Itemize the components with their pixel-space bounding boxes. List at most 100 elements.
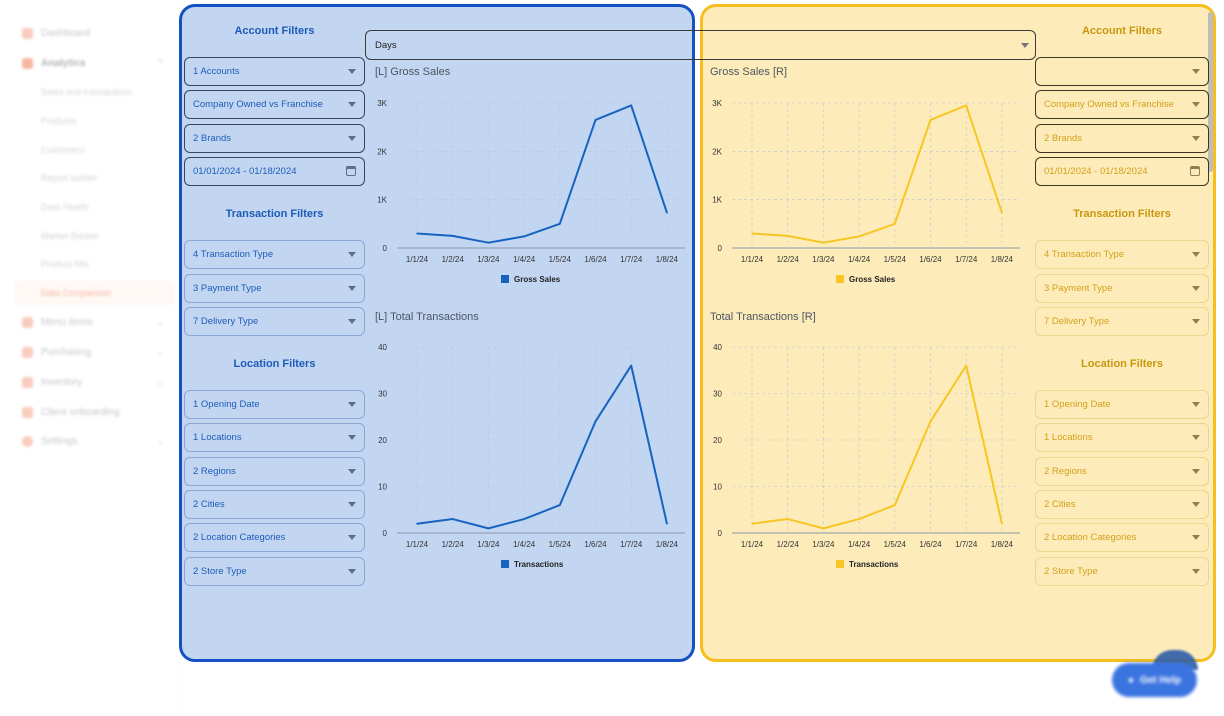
- data-point: [559, 504, 561, 506]
- y-tick-label: 0: [718, 529, 723, 538]
- left-delivery-type-dropdown[interactable]: 7 Delivery Type: [184, 307, 365, 336]
- left-brands-dropdown[interactable]: 2 Brands: [184, 124, 365, 153]
- sidebar-item-client-onboarding[interactable]: Client onboarding: [14, 400, 174, 424]
- x-tick-label: 1/5/24: [884, 255, 907, 264]
- sidebar-item-sales-and-transactions[interactable]: Sales and transactions: [41, 87, 133, 97]
- chevron-down-icon: ⌄: [156, 316, 164, 327]
- data-point: [751, 522, 753, 525]
- right-delivery-type-dropdown[interactable]: 7 Delivery Type: [1035, 307, 1209, 336]
- right-gross-sales-chart: 0 1K 2K 3K 1/1/24 1/2/24 1/3/24 1/4/24 1/5/24 1/6…: [712, 99, 1020, 284]
- data-point: [751, 232, 753, 235]
- dropdown-caret-icon: [348, 535, 356, 540]
- sidebar-item-settings[interactable]: Settings ⌄: [14, 429, 174, 453]
- x-tick-label: 1/7/24: [955, 255, 978, 264]
- right-payment-type-dropdown[interactable]: 3 Payment Type: [1035, 274, 1209, 303]
- y-tick-label: 20: [378, 436, 387, 445]
- sidebar-item-dashboard[interactable]: Dashboard: [14, 21, 174, 45]
- right-date-range-input[interactable]: 01/01/2024 - 01/18/2024: [1035, 157, 1209, 186]
- right-account-filters-heading: Account Filters: [1081, 25, 1163, 37]
- sidebar-item-data-health[interactable]: Data Health: [41, 202, 89, 212]
- x-tick-label: 1/1/24: [741, 255, 764, 264]
- dropdown-caret-icon: [1192, 102, 1200, 107]
- left-location-categories-dropdown[interactable]: 2 Location Categories: [184, 523, 365, 552]
- get-help-button[interactable]: ● Get Help: [1112, 663, 1197, 697]
- left-payment-type-dropdown[interactable]: 3 Payment Type: [184, 274, 365, 303]
- dropdown-caret-icon: [348, 502, 356, 507]
- box-icon: [22, 376, 33, 388]
- dropdown-caret-icon: [1192, 136, 1200, 141]
- y-tick-label: 1K: [377, 196, 387, 205]
- series-line: [751, 104, 1003, 244]
- y-tick-label: 20: [713, 436, 722, 445]
- data-point: [894, 504, 896, 506]
- right-cities-dropdown[interactable]: 2 Cities: [1035, 490, 1209, 519]
- y-tick-label: 10: [713, 483, 722, 492]
- series-line: [751, 364, 1003, 530]
- dropdown-caret-icon: [1192, 569, 1200, 574]
- dropdown-caret-icon: [1192, 402, 1200, 407]
- left-opening-date-dropdown[interactable]: 1 Opening Date: [184, 390, 365, 419]
- sidebar-item-market-basket[interactable]: Market Basket: [41, 231, 99, 241]
- left-store-type-dropdown[interactable]: 2 Store Type: [184, 557, 365, 586]
- y-tick-label: 0: [383, 244, 388, 253]
- data-point: [666, 211, 668, 214]
- left-total-transactions-title: [L] Total Transactions: [375, 311, 479, 323]
- left-account-filters-heading: Account Filters: [234, 25, 315, 37]
- data-point: [416, 522, 418, 525]
- right-store-type-dropdown[interactable]: 2 Store Type: [1035, 557, 1209, 586]
- sidebar-item-product-mix[interactable]: Product Mix: [41, 259, 89, 269]
- sidebar-item-customers[interactable]: Customers: [41, 145, 85, 155]
- left-date-range-input[interactable]: 01/01/2024 - 01/18/2024: [184, 157, 365, 186]
- x-tick-label: 1/5/24: [549, 255, 572, 264]
- left-ownership-dropdown[interactable]: Company Owned vs Franchise: [184, 90, 365, 119]
- left-regions-dropdown[interactable]: 2 Regions: [184, 457, 365, 486]
- legend-swatch: [836, 275, 844, 283]
- gear-icon: [22, 435, 33, 447]
- right-regions-dropdown[interactable]: 2 Regions: [1035, 457, 1209, 486]
- sidebar-item-analytics[interactable]: Analytics ⌃: [14, 51, 174, 75]
- right-transactions-chart: 0 10 20 30 40 1/1/24 1/2/24 1/3/24 1/4/24 1/5/24 1…: [713, 343, 1020, 569]
- left-cities-dropdown[interactable]: 2 Cities: [184, 490, 365, 519]
- sidebar-item-report-builder[interactable]: Report builder: [41, 173, 98, 183]
- x-tick-label: 1/3/24: [477, 255, 500, 264]
- right-transaction-type-dropdown[interactable]: 4 Transaction Type: [1035, 240, 1209, 269]
- data-point: [630, 104, 632, 107]
- dropdown-caret-icon: [348, 136, 356, 141]
- scrollbar[interactable]: [1208, 12, 1213, 172]
- left-accounts-dropdown[interactable]: 1 Accounts: [184, 57, 365, 86]
- x-tick-label: 1/8/24: [656, 540, 679, 549]
- right-locations-dropdown[interactable]: 1 Locations: [1035, 423, 1209, 452]
- data-point: [666, 522, 668, 525]
- data-point: [786, 235, 789, 237]
- right-location-filters-heading: Location Filters: [1081, 358, 1163, 370]
- data-point: [929, 119, 932, 121]
- left-transaction-type-dropdown[interactable]: 4 Transaction Type: [184, 240, 365, 269]
- calendar-icon[interactable]: [346, 166, 356, 176]
- x-tick-label: 1/1/24: [406, 255, 429, 264]
- right-accounts-dropdown[interactable]: [1035, 57, 1209, 86]
- y-tick-label: 40: [378, 343, 387, 352]
- calendar-icon[interactable]: [1190, 166, 1200, 176]
- right-ownership-dropdown[interactable]: Company Owned vs Franchise: [1035, 90, 1209, 119]
- left-locations-dropdown[interactable]: 1 Locations: [184, 423, 365, 452]
- cart-icon: [22, 346, 33, 358]
- dropdown-caret-icon: [1021, 43, 1029, 48]
- dropdown-caret-icon: [1192, 535, 1200, 540]
- right-location-categories-dropdown[interactable]: 2 Location Categories: [1035, 523, 1209, 552]
- x-tick-label: 1/8/24: [991, 255, 1014, 264]
- x-tick-label: 1/8/24: [656, 255, 679, 264]
- sidebar-item-products[interactable]: Products: [41, 116, 77, 126]
- sidebar-item-purchasing[interactable]: Purchasing ⌄: [14, 340, 174, 364]
- data-point: [594, 119, 597, 121]
- series-line: [416, 104, 668, 244]
- period-select[interactable]: Days: [365, 30, 1036, 60]
- right-opening-date-dropdown[interactable]: 1 Opening Date: [1035, 390, 1209, 419]
- chevron-down-icon: ⌄: [156, 376, 164, 387]
- x-tick-label: 1/5/24: [884, 540, 907, 549]
- right-brands-dropdown[interactable]: 2 Brands: [1035, 124, 1209, 153]
- sidebar-item-menu-items[interactable]: Menu items ⌄: [14, 310, 174, 334]
- sidebar-item-data-comparison[interactable]: Data Comparison: [14, 281, 174, 305]
- x-tick-label: 1/2/24: [777, 255, 800, 264]
- y-tick-label: 2K: [377, 147, 387, 156]
- sidebar-item-inventory[interactable]: Inventory ⌄: [14, 370, 174, 394]
